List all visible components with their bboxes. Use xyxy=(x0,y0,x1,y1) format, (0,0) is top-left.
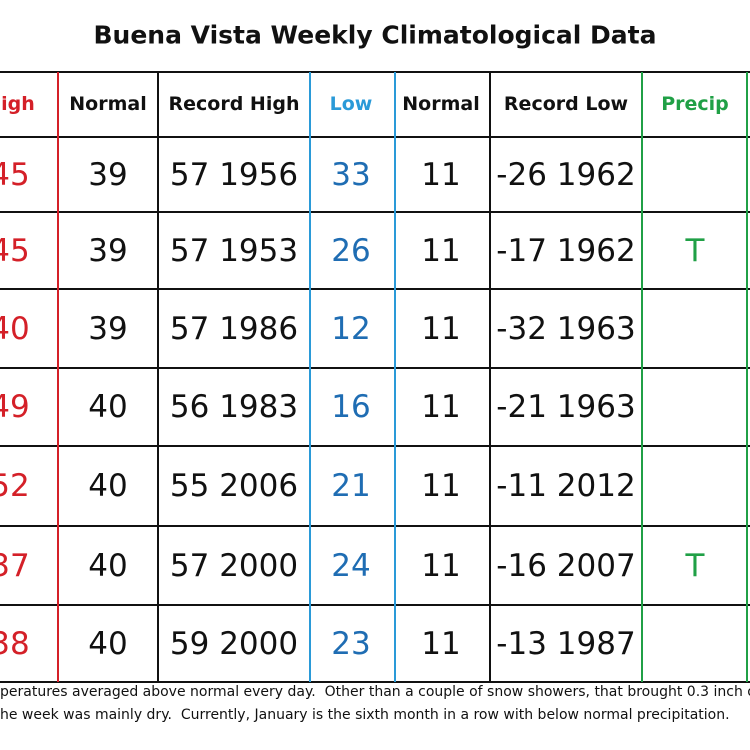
table-cell: 40 xyxy=(88,389,128,425)
row-line xyxy=(0,136,750,138)
row-line xyxy=(0,367,750,369)
row-line xyxy=(0,525,750,527)
row-line xyxy=(0,681,750,683)
table-cell: 40 xyxy=(88,547,128,584)
table-cell: -13 1987 xyxy=(496,625,636,662)
title: Buena Vista Weekly Climatological Data xyxy=(93,20,657,50)
footnote: he week was mainly dry. Currently, Janua… xyxy=(0,707,730,723)
table-cell: -11 2012 xyxy=(496,468,636,504)
table-cell: 21 xyxy=(331,468,371,504)
table-cell: 23 xyxy=(331,625,371,662)
table-cell: 57 1986 xyxy=(169,310,299,347)
row-line xyxy=(0,445,750,447)
row-line xyxy=(0,211,750,213)
column-header: Low xyxy=(329,93,373,115)
table-cell: 24 xyxy=(331,547,371,584)
table-cell: -26 1962 xyxy=(496,156,636,193)
table-cell: 45 xyxy=(0,232,30,269)
column-header: Precip xyxy=(661,93,729,115)
column-header: Record High xyxy=(168,93,300,115)
column-line xyxy=(394,72,396,682)
table-cell: 16 xyxy=(331,389,371,425)
table-cell: 57 1956 xyxy=(169,156,299,193)
table-cell: 11 xyxy=(421,156,461,193)
table-cell: 11 xyxy=(421,389,461,425)
table-cell: 40 xyxy=(88,625,128,662)
table-cell: 11 xyxy=(421,310,461,347)
table-cell: 49 xyxy=(0,389,30,425)
table-cell: 11 xyxy=(421,232,461,269)
table-cell: T xyxy=(685,232,705,269)
table-cell: 26 xyxy=(331,232,371,269)
column-header: Normal xyxy=(402,93,480,115)
table-cell: -32 1963 xyxy=(496,310,636,347)
table-cell: -21 1963 xyxy=(496,389,636,425)
row-line xyxy=(0,604,750,606)
table-cell: 39 xyxy=(88,156,128,193)
column-header: High xyxy=(0,93,35,115)
table-cell: 11 xyxy=(421,468,461,504)
table-cell: 57 1953 xyxy=(169,232,299,269)
table-cell: 37 xyxy=(0,547,30,584)
table-cell: 45 xyxy=(0,156,30,193)
column-line xyxy=(641,72,643,682)
table-cell: 40 xyxy=(88,468,128,504)
table-cell: 39 xyxy=(88,232,128,269)
table-cell: 12 xyxy=(331,310,371,347)
footnote: peratures averaged above normal every da… xyxy=(0,684,750,700)
table-cell: 55 2006 xyxy=(169,468,299,504)
column-line xyxy=(746,72,748,682)
row-line xyxy=(0,288,750,290)
column-line xyxy=(157,72,159,682)
column-line xyxy=(309,72,311,682)
table-cell: 33 xyxy=(331,156,371,193)
table-cell: 40 xyxy=(0,310,30,347)
column-line xyxy=(57,72,59,682)
table-cell: 59 2000 xyxy=(169,625,299,662)
table-cell: -17 1962 xyxy=(496,232,636,269)
table-cell: 52 xyxy=(0,468,30,504)
table-cell: 11 xyxy=(421,547,461,584)
table-cell: 56 1983 xyxy=(169,389,299,425)
table-cell: 39 xyxy=(88,310,128,347)
table-cell: -16 2007 xyxy=(496,547,636,584)
table-cell: 57 2000 xyxy=(169,547,299,584)
column-header: Normal xyxy=(69,93,147,115)
table-cell: T xyxy=(685,547,705,584)
row-line xyxy=(0,71,750,73)
column-header: Record Low xyxy=(503,93,629,115)
column-line xyxy=(489,72,491,682)
table-cell: 38 xyxy=(0,625,30,662)
table-cell: 11 xyxy=(421,625,461,662)
